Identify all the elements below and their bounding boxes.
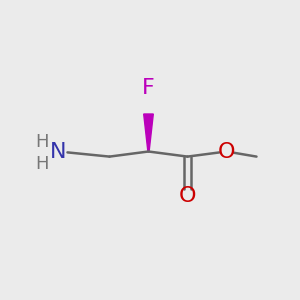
Polygon shape — [144, 114, 153, 152]
Text: H: H — [35, 155, 49, 173]
Text: F: F — [142, 77, 155, 98]
Text: O: O — [218, 142, 235, 161]
Text: N: N — [50, 142, 67, 161]
Text: H: H — [35, 133, 49, 151]
Text: O: O — [179, 187, 196, 206]
